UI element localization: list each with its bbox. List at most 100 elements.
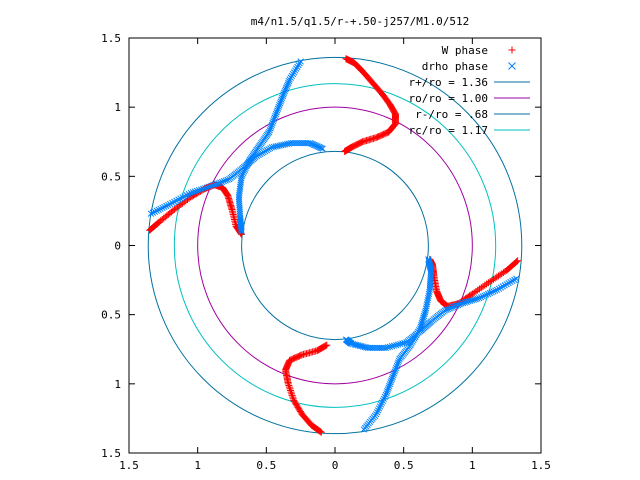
series-1-point-340 bbox=[202, 184, 209, 192]
legend: W phase drho phase r+/ro = 1.36 ro/ro = 1.0… bbox=[409, 44, 530, 137]
series-0-point-148 bbox=[474, 286, 482, 294]
series-1-point-349 bbox=[218, 178, 226, 186]
series-1-point-173 bbox=[399, 340, 406, 347]
series-0-point-311 bbox=[322, 342, 330, 350]
series-1-point-348 bbox=[217, 179, 224, 186]
series-1-point-249 bbox=[394, 361, 401, 368]
series-1-point-246 bbox=[392, 366, 399, 373]
series-0-point-258 bbox=[287, 386, 295, 394]
series-1-point-30 bbox=[272, 110, 280, 118]
series-0-point-143 bbox=[483, 280, 491, 288]
series-1-point-236 bbox=[385, 384, 392, 391]
series-1-point-386 bbox=[274, 142, 281, 150]
series-1-point-137 bbox=[448, 304, 455, 311]
series-1-point-413 bbox=[319, 145, 326, 152]
series-1-point-15 bbox=[283, 84, 290, 91]
series-0-point-147 bbox=[475, 285, 483, 293]
x-tick-label-1: 1 bbox=[194, 459, 201, 472]
series-0-point-252 bbox=[290, 396, 298, 404]
series-1-point-138 bbox=[446, 305, 453, 312]
series-1-point-34 bbox=[270, 118, 277, 125]
y-tick-label-1: 1 bbox=[114, 378, 121, 391]
series-1-point-100 bbox=[238, 228, 245, 235]
series-1-point-320 bbox=[161, 203, 168, 211]
series-1-point-336 bbox=[193, 187, 201, 195]
series-1-point-39 bbox=[266, 127, 273, 134]
series-1-point-16 bbox=[282, 86, 289, 93]
series-1-point-116 bbox=[484, 290, 492, 298]
series-1-point-121 bbox=[476, 294, 483, 302]
series-1-point-31 bbox=[272, 112, 279, 120]
series-0-point-251 bbox=[291, 398, 299, 406]
series-1-point-319 bbox=[159, 204, 166, 212]
series-1-point-136 bbox=[449, 303, 457, 311]
series-1-point-235 bbox=[384, 386, 392, 393]
series-1-point-126 bbox=[467, 297, 474, 304]
series-1-point-179 bbox=[386, 343, 394, 350]
y-tick-label-0: 1.5 bbox=[101, 447, 121, 460]
circle-0 bbox=[147, 56, 523, 435]
series-1-point-122 bbox=[474, 295, 481, 302]
series-0-point-144 bbox=[481, 281, 489, 289]
series-1-point-224 bbox=[374, 407, 382, 414]
series-1-point-343 bbox=[208, 182, 215, 190]
series-1-point-310 bbox=[425, 258, 433, 265]
series-1-point-275 bbox=[418, 319, 425, 327]
series-0-point-146 bbox=[477, 284, 485, 292]
series-1-point-33 bbox=[270, 116, 278, 123]
series-1-point-389 bbox=[280, 141, 287, 148]
series-1-point-115 bbox=[486, 289, 494, 297]
axis-ticks: 1.5 1 0.5 0 0.5 1 1.51.510.500.511.5 bbox=[101, 32, 551, 472]
series-1-point-387 bbox=[276, 142, 283, 149]
series-0-point-255 bbox=[288, 391, 296, 399]
series-0-point-253 bbox=[289, 395, 297, 403]
series-1-point-334 bbox=[189, 189, 197, 196]
series-0-point-145 bbox=[479, 282, 487, 290]
series-1-point-322 bbox=[165, 201, 172, 209]
series-1-point-120 bbox=[477, 294, 485, 301]
y-tick-label-5: 1 bbox=[114, 101, 121, 114]
series-1-point-12 bbox=[285, 79, 292, 86]
series-1-point-251 bbox=[395, 357, 403, 364]
series-1-point-131 bbox=[458, 300, 465, 307]
series-1-point-321 bbox=[163, 202, 170, 210]
series-1-point-28 bbox=[274, 107, 281, 114]
series-1-point-134 bbox=[453, 302, 460, 309]
series-1-point-245 bbox=[391, 368, 398, 375]
series-1-point-233 bbox=[383, 389, 390, 397]
series-1-point-316 bbox=[153, 207, 160, 214]
series-1-point-335 bbox=[191, 188, 199, 195]
series-1-point-229 bbox=[379, 397, 387, 404]
series-1-point-140 bbox=[443, 306, 450, 313]
legend-label-5: rc/ro = 1.17 bbox=[409, 124, 488, 137]
series-1-point-231 bbox=[381, 393, 389, 400]
series-1-point-117 bbox=[483, 291, 490, 298]
series-1-point-248 bbox=[393, 362, 400, 370]
series-0-point-120 bbox=[341, 147, 349, 155]
series-1-point-13 bbox=[284, 81, 291, 88]
series-1-point-113 bbox=[490, 288, 497, 295]
series-1-point-226 bbox=[376, 403, 384, 410]
series-1-point-177 bbox=[390, 342, 398, 349]
series-1-point-384 bbox=[270, 143, 277, 151]
circle-3 bbox=[173, 83, 497, 408]
series-0-point-257 bbox=[287, 388, 295, 396]
series-1-point-346 bbox=[213, 180, 220, 188]
series-1-point-277 bbox=[419, 316, 427, 323]
series-1-point-281 bbox=[421, 309, 429, 316]
series-1-point-127 bbox=[465, 298, 472, 305]
legend-label-1: drho phase bbox=[422, 60, 488, 73]
series-1-point-338 bbox=[197, 186, 205, 193]
series-1-point-337 bbox=[195, 187, 203, 194]
series-1-point-342 bbox=[206, 183, 213, 190]
series-1 bbox=[147, 58, 520, 433]
series-1-point-312 bbox=[425, 256, 432, 263]
y-tick-label-2: 0.5 bbox=[101, 309, 121, 322]
x-tick-label-5: 1 bbox=[469, 459, 476, 472]
series-1-point-27 bbox=[274, 105, 282, 112]
series-1-point-279 bbox=[420, 312, 428, 320]
y-tick-label-6: 1.5 bbox=[101, 32, 121, 45]
x-tick-label-2: 0.5 bbox=[256, 459, 276, 472]
series-1-point-317 bbox=[155, 206, 162, 213]
series-1-point-339 bbox=[200, 185, 207, 192]
